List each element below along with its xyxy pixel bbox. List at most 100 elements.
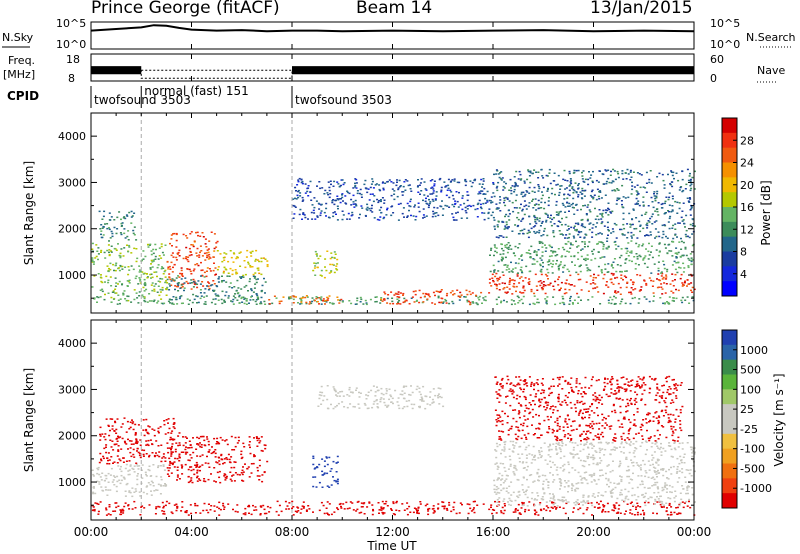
heat-cell [521,208,524,211]
heat-cell [521,259,524,261]
heat-cell [670,473,673,475]
heat-cell [682,219,685,221]
heat-cell [223,458,226,460]
heat-cell [629,223,632,225]
heat-cell [134,488,137,490]
heat-cell [169,436,172,439]
heat-cell [663,485,666,488]
heat-cell [479,190,482,192]
heat-cell [527,229,530,232]
heat-cell [180,302,183,305]
heat-cell [406,202,409,205]
heat-cell [211,284,214,286]
heat-cell [175,246,178,248]
heat-cell [552,217,555,219]
heat-cell [116,480,119,483]
heat-cell [676,466,679,468]
heat-cell [356,508,359,511]
heat-cell [523,441,526,444]
heat-cell [254,275,257,278]
heat-cell [157,258,160,260]
heat-cell [187,260,190,263]
heat-cell [149,243,152,246]
heat-cell [640,289,642,291]
heat-cell [129,426,132,429]
heat-cell [549,456,552,458]
heat-cell [243,260,246,262]
heat-cell [107,270,110,273]
heat-cell [324,300,327,302]
heat-cell [616,447,618,449]
heat-cell [185,451,188,454]
heat-cell [176,506,179,508]
heat-cell [499,178,502,180]
heat-cell [514,267,517,269]
heat-cell [417,206,420,208]
heat-cell [514,224,517,226]
heat-cell [225,439,228,441]
heat-cell [175,296,178,299]
heat-cell [553,180,556,182]
heat-cell [580,208,582,211]
heat-cell [629,302,632,305]
heat-cell [516,509,519,512]
heat-cell [341,194,343,196]
heat-cell [603,454,606,456]
heat-cell [123,477,126,479]
heat-cell [663,263,666,266]
heat-cell [610,281,613,284]
heat-cell [131,487,134,489]
heat-cell [585,234,588,236]
heat-cell [526,478,528,481]
heat-cell [538,217,541,220]
heat-cell [276,500,279,503]
heat-cell [489,200,492,202]
heat-cell [332,185,335,187]
heat-cell [607,299,610,302]
heat-cell [188,447,191,449]
heat-cell [201,435,204,438]
heat-cell [588,209,591,211]
heat-cell [589,201,592,203]
heat-cell [145,473,147,476]
heat-cell [670,513,673,516]
heat-cell [521,453,524,455]
heat-cell [105,275,108,278]
heat-cell [343,182,346,184]
heat-cell [258,260,261,263]
heat-cell [648,300,651,303]
heat-cell [566,197,569,199]
heat-cell [427,513,430,516]
heat-cell [431,198,434,201]
heat-cell [593,480,596,482]
heat-cell [296,184,299,186]
heat-cell [172,426,175,428]
heat-cell [144,300,147,303]
heat-cell [600,222,603,225]
heat-cell [251,250,254,253]
heat-cell [355,204,358,206]
heat-cell [656,278,658,280]
heat-cell [223,508,226,510]
heat-cell [538,451,541,454]
heat-cell [174,457,177,460]
heat-cell [169,462,172,464]
heat-cell [314,274,317,276]
heat-cell [144,471,147,474]
heat-cell [533,191,536,193]
heat-cell [501,282,504,284]
heat-cell [651,285,654,287]
heat-cell [379,398,382,401]
heat-cell [358,407,361,409]
heat-cell [598,506,601,509]
heat-cell [691,224,694,227]
heat-cell [504,227,507,229]
heat-cell [301,505,304,507]
heat-cell [378,219,381,221]
heat-cell [657,464,660,466]
heat-cell [118,479,121,481]
heat-cell [348,388,351,391]
heat-cell [170,451,173,453]
heat-cell [165,280,168,282]
heat-cell [684,299,687,301]
